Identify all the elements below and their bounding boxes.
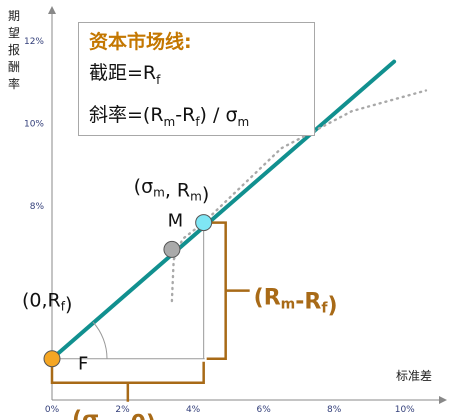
mp-sub-2: m bbox=[190, 190, 202, 204]
bv-text-2: -R bbox=[295, 290, 321, 315]
y-tick-labels: 8% 10% 12% bbox=[24, 37, 44, 212]
horizontal-brace-label: (σm -0) bbox=[72, 408, 156, 420]
efficient-frontier-curve bbox=[170, 221, 205, 303]
rf-text: (0,R bbox=[22, 290, 61, 312]
x-tick-label: 6% bbox=[256, 405, 271, 415]
slope-text-1: 斜率=(R bbox=[89, 103, 164, 126]
intercept-sub: f bbox=[156, 72, 161, 87]
bh-text-2: -0) bbox=[114, 412, 156, 420]
slope-text-2: -R bbox=[175, 103, 196, 126]
bh-text-1: (σ bbox=[72, 408, 99, 420]
bv-text-1: (R bbox=[254, 286, 281, 311]
y-axis-title-char: 期 bbox=[8, 9, 20, 23]
y-tick-label: 12% bbox=[24, 37, 44, 47]
y-axis-title-char: 望 bbox=[8, 26, 20, 40]
capital-market-line bbox=[50, 59, 397, 361]
x-tick-label: 8% bbox=[327, 405, 342, 415]
mp-text-2: , R bbox=[165, 180, 190, 202]
point-label-F: F bbox=[78, 354, 88, 375]
bv-sub-1: m bbox=[281, 297, 296, 313]
x-tick-label: 10% bbox=[395, 405, 415, 415]
bv-text-3: ) bbox=[327, 294, 337, 319]
rf-close: ) bbox=[65, 294, 72, 316]
mp-sub-1: m bbox=[153, 186, 165, 200]
intercept-text: 截距=R bbox=[89, 62, 157, 84]
guide-lines bbox=[52, 222, 205, 360]
vertical-brace bbox=[206, 221, 250, 360]
capital-market-line-box: 资本市场线: 截距=Rf 斜率=(Rm-Rf) / σm bbox=[78, 22, 315, 136]
y-tick-label: 8% bbox=[30, 202, 45, 212]
x-tick-labels: 0% 2% 4% 6% 8% 10% bbox=[45, 405, 415, 415]
y-axis-title-char: 报 bbox=[8, 42, 20, 57]
x-tick-label: 0% bbox=[45, 405, 60, 415]
point-label-M: M bbox=[168, 211, 184, 232]
braces bbox=[50, 221, 250, 402]
slope-angle-arc bbox=[92, 321, 108, 359]
y-tick-label: 10% bbox=[24, 120, 44, 130]
risk-free-coordinate-label: (0,Rf) bbox=[22, 290, 72, 316]
frontier-point bbox=[163, 240, 181, 258]
slope-text-3: ) / σ bbox=[199, 103, 238, 126]
chart-series bbox=[50, 59, 428, 361]
market-coordinate-label: (σm, Rm) bbox=[134, 176, 210, 206]
slope-formula: 斜率=(Rm-Rf) / σm bbox=[89, 98, 304, 140]
x-axis-title: 标准差 bbox=[396, 369, 432, 383]
risk-free-point bbox=[43, 350, 61, 368]
x-tick-label: 4% bbox=[186, 405, 201, 415]
point-labels: FM(0,Rf)(σm, Rm)(Rm-Rf)(σm -0) bbox=[22, 176, 338, 420]
y-axis-title-char: 率 bbox=[8, 76, 20, 91]
mp-text-3: ) bbox=[202, 184, 209, 206]
legend-title: 资本市场线: bbox=[89, 31, 192, 53]
vertical-brace-label: (Rm-Rf) bbox=[254, 286, 338, 319]
market-portfolio-point bbox=[195, 214, 213, 232]
efficient-frontier-curve bbox=[202, 89, 428, 224]
rf-sub: f bbox=[61, 300, 66, 314]
y-axis-title-char: 酬 bbox=[8, 60, 20, 74]
slope-sub-3: m bbox=[237, 114, 250, 129]
slope-sub-2: f bbox=[195, 114, 200, 129]
bv-sub-2: f bbox=[321, 301, 328, 317]
chart-points bbox=[43, 214, 213, 368]
bh-sub: m bbox=[99, 419, 114, 420]
slope-sub-1: m bbox=[163, 114, 176, 129]
axes bbox=[48, 6, 447, 404]
horizontal-brace bbox=[50, 361, 205, 402]
intercept-formula: 截距=Rf bbox=[89, 56, 304, 98]
mp-text-1: (σ bbox=[134, 176, 153, 198]
x-tick-label: 2% bbox=[115, 405, 130, 415]
